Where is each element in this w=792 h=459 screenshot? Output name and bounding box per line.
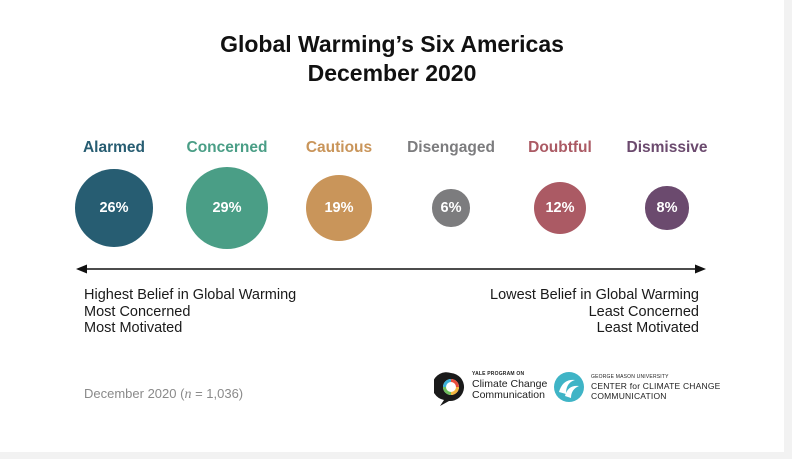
gmu-logo: GEORGE MASON UNIVERSITY CENTER for CLIMA…: [553, 370, 720, 404]
segment-label-doubtful: Doubtful: [528, 139, 592, 156]
yale-logo-line2: Communication: [472, 389, 545, 401]
axis-arrow-right: [695, 264, 706, 274]
segment-label-cautious: Cautious: [305, 139, 373, 156]
segment-bubble-concerned: 29%: [186, 167, 268, 249]
segment-bubble-cautious: 19%: [305, 174, 373, 242]
footnote-prefix: December 2020 (: [84, 386, 185, 401]
footnote-suffix: = 1,036): [191, 386, 244, 401]
segment-value-disengaged: 6%: [440, 199, 462, 216]
gmu-logo-line1: CENTER for CLIMATE CHANGE: [591, 381, 721, 391]
axis-left-description: Highest Belief in Global Warming Most Co…: [84, 287, 296, 337]
segment-label-alarmed: Alarmed: [82, 139, 146, 156]
axis-left-line3: Most Motivated: [84, 320, 183, 336]
segment-value-dismissive: 8%: [656, 199, 678, 216]
axis-right-line3: Least Motivated: [596, 320, 699, 336]
gmu-logo-line2: COMMUNICATION: [591, 391, 667, 401]
axis-left-line2: Most Concerned: [84, 303, 191, 320]
yale-speech-bubble-icon: [434, 372, 465, 406]
segment-label-dismissive: Dismissive: [626, 139, 708, 156]
axis-right-description: Lowest Belief in Global Warming Least Co…: [490, 287, 699, 337]
gmu-wave-icon: [554, 372, 584, 402]
segment-bubble-dismissive: 8%: [645, 186, 689, 230]
chart-card: Global Warming’s Six Americas December 2…: [0, 0, 784, 452]
sample-footnote: December 2020 (n = 1,036): [84, 386, 243, 403]
segment-value-alarmed: 26%: [99, 199, 129, 216]
yale-logo-small-text: YALE PROGRAM ON: [472, 371, 525, 377]
yale-logo: YALE PROGRAM ON Climate Change Communica…: [434, 370, 574, 408]
segment-bubble-disengaged: 6%: [432, 189, 470, 227]
segment-value-doubtful: 12%: [545, 199, 575, 216]
axis-right-line1: Lowest Belief in Global Warming: [490, 287, 699, 303]
chart-title-line1: Global Warming’s Six Americas: [220, 31, 564, 57]
gmu-logo-small-text: GEORGE MASON UNIVERSITY: [591, 374, 669, 380]
segment-value-cautious: 19%: [324, 199, 354, 216]
segment-bubble-doubtful: 12%: [533, 181, 587, 235]
axis-right-line2: Least Concerned: [588, 303, 699, 320]
axis-left-line1: Highest Belief in Global Warming: [84, 287, 297, 303]
segment-label-disengaged: Disengaged: [407, 139, 495, 156]
segment-label-concerned: Concerned: [186, 139, 268, 156]
yale-logo-line1: Climate Change: [472, 378, 548, 390]
axis-arrow-left: [76, 264, 87, 274]
chart-title-line2: December 2020: [307, 60, 477, 86]
footnote-n: n: [184, 387, 192, 402]
segment-value-concerned: 29%: [212, 200, 242, 216]
segment-bubble-alarmed: 26%: [75, 169, 153, 247]
